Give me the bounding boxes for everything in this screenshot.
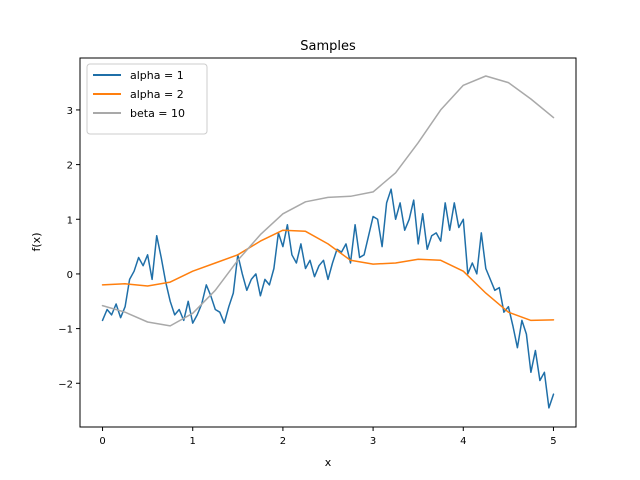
plot-area — [79, 57, 577, 428]
x-tick-label: 3 — [370, 436, 376, 447]
y-tick-label: −2 — [58, 379, 73, 390]
series-line-2 — [101, 229, 555, 322]
legend-box — [86, 63, 208, 135]
y-tick-label: 1 — [67, 215, 73, 226]
x-tick-label: 2 — [280, 436, 286, 447]
y-axis-label: f(x) — [30, 233, 43, 252]
chart-title: Samples — [300, 39, 356, 54]
x-axis-label: x — [325, 456, 332, 469]
x-tick-label: 5 — [550, 436, 556, 447]
axes-frame — [79, 57, 577, 428]
x-axis-ticks: 0 1 2 3 4 5 — [99, 427, 557, 447]
series-line-1 — [101, 188, 555, 409]
series-layer — [101, 75, 555, 409]
legend-label: beta = 10 — [130, 107, 185, 120]
y-tick-label: −1 — [58, 325, 73, 336]
y-tick-label: 3 — [67, 106, 73, 117]
x-tick-label: 0 — [99, 436, 105, 447]
y-axis-ticks: −2 −1 0 1 2 3 — [58, 106, 80, 390]
legend-label: alpha = 2 — [130, 88, 184, 101]
y-tick-label: 0 — [67, 270, 73, 281]
legend-label: alpha = 1 — [130, 69, 184, 82]
legend-entries: alpha = 1 alpha = 2 beta = 10 — [93, 69, 185, 120]
legend: alpha = 1 alpha = 2 beta = 10 — [86, 63, 208, 135]
y-tick-label: 2 — [67, 161, 73, 172]
series-line-3 — [101, 75, 555, 327]
x-tick-label: 4 — [460, 436, 466, 447]
x-tick-label: 1 — [190, 436, 196, 447]
